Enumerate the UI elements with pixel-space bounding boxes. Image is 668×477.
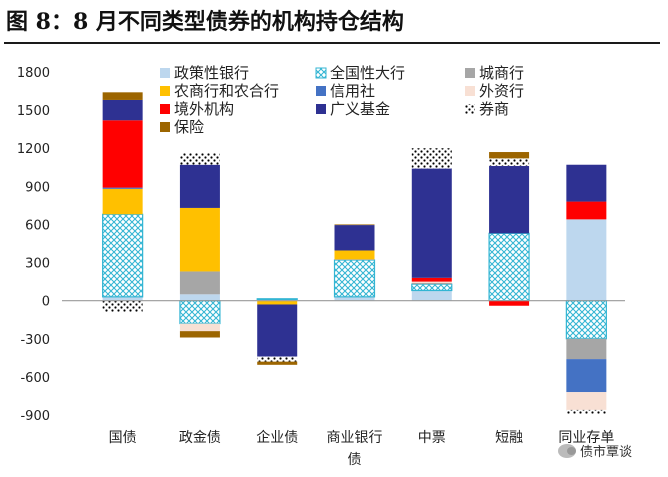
y-tick-label: 1500 — [17, 104, 50, 119]
bar-segment — [334, 224, 375, 226]
legend-swatch — [465, 86, 475, 96]
bar-segment — [411, 282, 452, 285]
legend-label: 城商行 — [479, 64, 524, 82]
legend-label: 广义基金 — [330, 100, 390, 118]
y-tick-label: 900 — [25, 180, 50, 195]
legend-label: 券商 — [479, 100, 509, 118]
legend-label: 外资行 — [479, 82, 524, 100]
y-tick-label: -900 — [20, 409, 50, 424]
bar-segment — [102, 187, 143, 189]
legend-swatch — [316, 104, 326, 114]
x-tick-label: 企业债 — [256, 429, 298, 446]
legend-swatch — [160, 104, 170, 114]
bar-segment — [102, 300, 143, 313]
bar-segment — [411, 290, 452, 301]
bar-segment — [411, 277, 452, 282]
bar-segment — [179, 207, 220, 272]
bar-segment — [411, 148, 452, 169]
bar-segment — [257, 300, 298, 305]
x-tick-label: 国债 — [109, 430, 137, 446]
bar-segment — [489, 158, 530, 167]
x-tick-label: 短融 — [495, 430, 523, 446]
bar-segment — [488, 232, 530, 302]
bar-segment — [334, 296, 375, 301]
legend-label: 全国性大行 — [330, 64, 405, 82]
bar-segment — [489, 300, 530, 306]
legend-label: 农商行和农合行 — [174, 82, 279, 100]
bar-segment — [566, 409, 607, 414]
bar-segment — [257, 299, 298, 301]
bar-segment — [102, 92, 143, 100]
legend-swatch — [315, 67, 327, 79]
watermark: 债市覃谈 — [558, 441, 632, 460]
title-underline — [4, 42, 660, 44]
bar-segment — [257, 356, 298, 362]
bar-segment — [489, 166, 530, 234]
bar-segment — [411, 283, 453, 292]
bar-segment — [566, 392, 607, 410]
y-tick-label: 600 — [25, 218, 50, 233]
bar-segment — [566, 338, 607, 360]
bars-group — [102, 92, 607, 414]
legend-swatch — [465, 68, 475, 78]
y-tick-label: 1800 — [17, 66, 50, 81]
bar-segment — [566, 219, 607, 301]
bar-segment — [411, 281, 452, 283]
y-tick-label: 0 — [42, 295, 50, 310]
legend-swatch — [160, 68, 170, 78]
bar-segment — [566, 359, 607, 393]
y-tick-label: 1200 — [17, 142, 50, 157]
bar-segment — [102, 99, 143, 121]
bar-segment — [566, 164, 607, 202]
y-tick-label: 300 — [25, 257, 50, 272]
bar-segment — [179, 271, 220, 295]
bar-segment — [411, 168, 452, 278]
bar-segment — [333, 259, 376, 298]
bar-segment — [179, 323, 220, 332]
bar-segment — [257, 304, 298, 357]
bar-segment — [334, 259, 375, 261]
bar-segment — [179, 331, 220, 338]
legend-swatch — [160, 86, 170, 96]
legend-swatch — [316, 86, 326, 96]
y-tick-label: -300 — [20, 333, 50, 348]
bar-segment — [565, 300, 607, 340]
x-tick-label: 政金债 — [179, 430, 221, 446]
legend-label: 政策性银行 — [174, 64, 249, 82]
x-tick-label: 债 — [348, 452, 362, 468]
bar-segment — [102, 296, 143, 301]
bar-segment — [334, 225, 375, 251]
chart-title: 图 8：8 月不同类型债券的机构持仓结构 — [6, 9, 404, 35]
legend-label: 保险 — [174, 118, 204, 136]
bar-segment — [257, 361, 298, 365]
y-tick-label: -600 — [20, 371, 50, 386]
bar-segment — [334, 250, 375, 260]
legend-label: 境外机构 — [174, 100, 234, 118]
watermark-text: 债市覃谈 — [580, 445, 633, 460]
bar-segment — [179, 294, 220, 301]
x-tick-label: 同业存单 — [558, 430, 614, 446]
bar-segment — [256, 298, 298, 300]
x-tick-label: 中票 — [418, 430, 446, 446]
y-axis: -900 -600 -300 0 300 600 900 1200 1500 1800 — [17, 66, 50, 424]
legend-swatch — [160, 122, 170, 132]
bar-segment — [566, 201, 607, 220]
x-tick-label: 商业银行 — [327, 430, 383, 446]
bar-segment — [102, 188, 143, 215]
bar-segment — [102, 213, 144, 298]
bar-segment — [179, 164, 220, 208]
legend-label: 信用社 — [330, 82, 375, 100]
bar-segment — [102, 120, 143, 188]
bar-segment — [179, 153, 220, 165]
legend-swatch — [465, 104, 475, 114]
wechat-icon — [558, 443, 576, 458]
bar-segment — [489, 152, 530, 159]
bar-segment — [179, 300, 221, 325]
